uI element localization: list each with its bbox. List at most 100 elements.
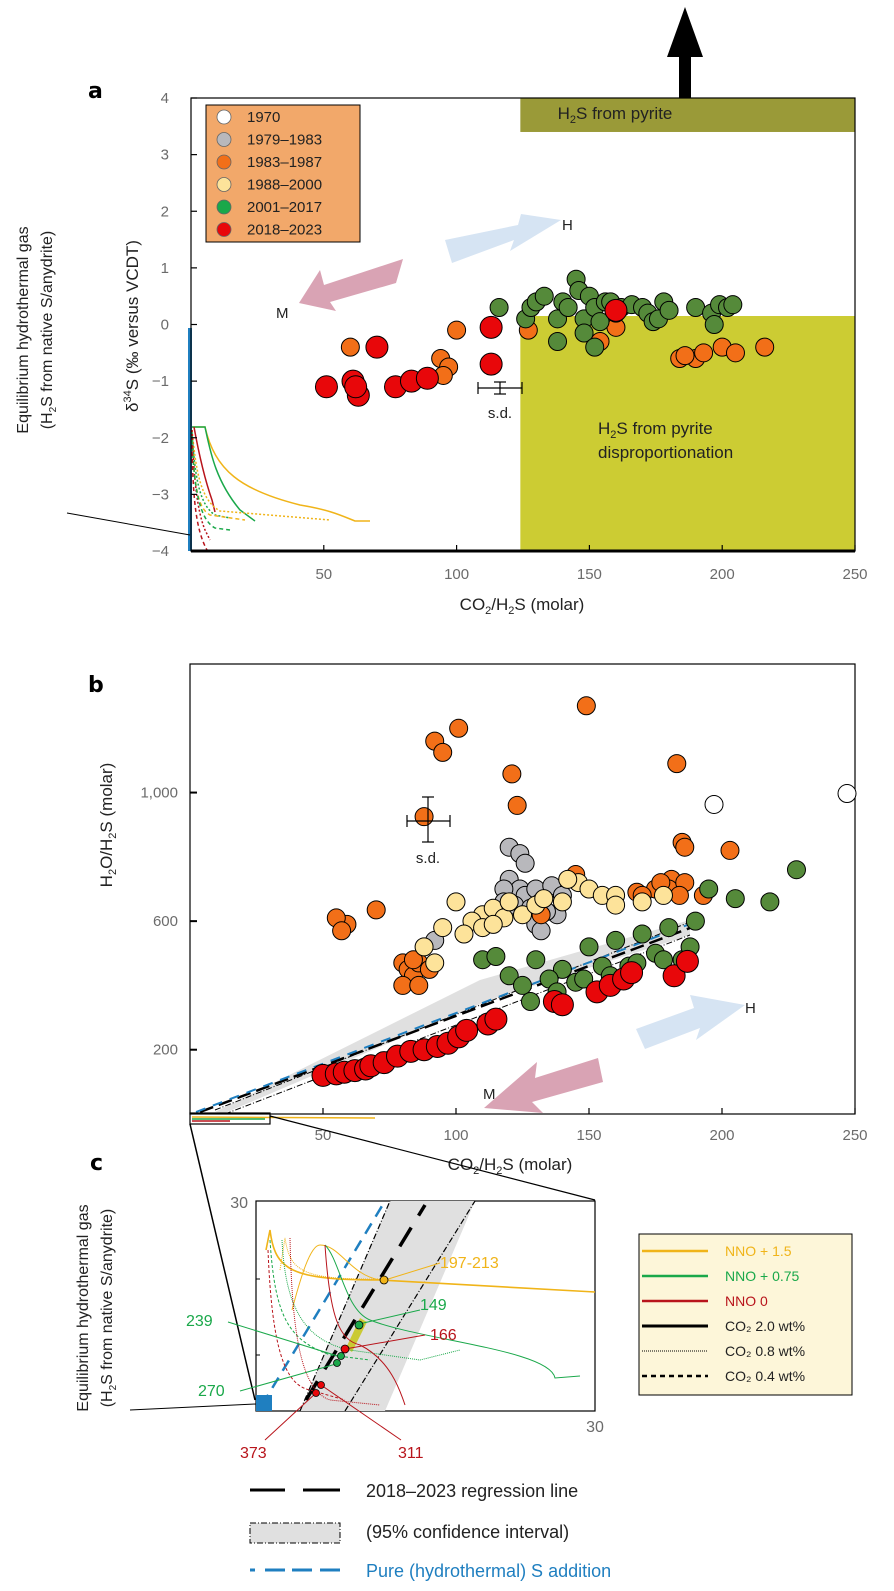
point-2018–2023 <box>675 949 699 973</box>
point-1988–2000 <box>632 892 652 912</box>
panel-c-xtick-30: 30 <box>586 1419 604 1436</box>
point-1988–2000 <box>499 892 519 912</box>
point-1988–2000 <box>483 914 503 934</box>
ytick-label: −1 <box>152 373 169 390</box>
point-1983–1987 <box>507 795 527 815</box>
model-curves-c <box>265 1229 596 1406</box>
legend-c-label: CO₂ 0.4 wt% <box>725 1368 805 1384</box>
point-2001–2017 <box>686 298 706 318</box>
point-2001–2017 <box>585 337 605 357</box>
point-1983–1987 <box>576 696 596 716</box>
panel-a: a H2S from pyrite H2S from pyrite dispro… <box>15 79 868 617</box>
legend-marker <box>216 222 232 237</box>
point-1988–2000 <box>653 885 673 905</box>
annotations-c <box>227 1262 441 1441</box>
ytick-label: 2 <box>161 203 169 220</box>
sd-error-bar-b <box>406 796 451 843</box>
ytick-label: −4 <box>152 543 169 560</box>
point-1983–1987 <box>667 754 687 774</box>
bottom-legend-pure-s: Pure (hydrothermal) S addition <box>366 1561 611 1581</box>
annotation-270: 270 <box>198 1383 225 1400</box>
arrow-m-icon <box>299 259 403 311</box>
ytick-label: 4 <box>161 90 169 107</box>
point-1983–1987 <box>694 343 714 363</box>
annotation-197-213: 197-213 <box>440 1255 499 1272</box>
point-2001–2017 <box>574 969 594 989</box>
ytick-label: 1,000 <box>140 785 178 802</box>
legend-label: 2001–2017 <box>247 199 322 216</box>
equilibrium-label-a-2: (H2S from native S/anydrite) <box>39 231 59 430</box>
annotation-311: 311 <box>398 1445 424 1462</box>
point-2018–2023 <box>365 335 389 359</box>
point-1983–1987 <box>755 337 775 357</box>
xtick-label: 150 <box>576 1127 601 1144</box>
point-1983–1987 <box>393 975 413 995</box>
point-2001–2017 <box>653 950 673 970</box>
arrow-m-b-label: M <box>483 1086 496 1103</box>
panel-b-xlabel: CO2/H2S (molar) <box>448 1155 573 1177</box>
point-1983–1987 <box>447 320 467 340</box>
point-2001–2017 <box>558 298 578 318</box>
sd-label-b: s.d. <box>416 850 440 867</box>
panel-b-ylabel-text: H2O/H2S (molar) <box>97 763 119 888</box>
equilibrium-label-c-2: (H2S from native S/anydrite) <box>99 1209 119 1408</box>
panel-c-ytick-30: 30 <box>230 1195 248 1212</box>
point-1988–2000 <box>606 895 626 915</box>
point-2001–2017 <box>534 286 554 306</box>
point-2001–2017 <box>548 331 568 351</box>
xtick-label: 150 <box>577 566 602 583</box>
point-1983–1987 <box>502 764 522 784</box>
legend-marker <box>216 109 232 125</box>
legend-c-label: CO₂ 0.8 wt% <box>725 1343 805 1359</box>
point-2001–2017 <box>486 947 506 966</box>
legend-label: 1979–1983 <box>247 132 322 149</box>
point-1988–2000 <box>414 937 434 957</box>
point-2001–2017 <box>685 911 705 931</box>
ytick-label: 1 <box>161 260 169 277</box>
point-2001–2017 <box>632 924 652 944</box>
pyrite-region-label: H2S from pyrite <box>558 104 673 126</box>
equilibrium-gas-marker <box>256 1395 272 1411</box>
xtick-label: 250 <box>842 566 867 583</box>
point-2001–2017 <box>725 889 745 909</box>
point-2001–2017 <box>606 930 626 950</box>
point-2001–2017 <box>659 918 679 938</box>
point-1988–2000 <box>534 889 554 909</box>
point-1983–1987 <box>669 885 689 905</box>
legend-marker <box>216 177 232 192</box>
point-2018–2023 <box>314 375 338 399</box>
point-1983–1987 <box>675 837 695 857</box>
legend-c-label: NNO 0 <box>725 1293 768 1309</box>
disproportionation-region-label: H2S from pyrite <box>598 419 713 441</box>
point-2018–2023 <box>620 961 644 985</box>
point-2001–2017 <box>513 975 532 995</box>
annotation-373: 373 <box>240 1445 267 1462</box>
equilibrium-pointer-c <box>129 1403 257 1411</box>
point-2018–2023 <box>479 352 503 376</box>
xtick-label: 100 <box>443 1127 468 1144</box>
panel-a-label: a <box>88 79 103 104</box>
point-1983–1987 <box>409 975 429 995</box>
legend-label: 1988–2000 <box>247 177 322 194</box>
legend-marker <box>216 154 232 170</box>
point-1983–1987 <box>449 718 469 738</box>
arrow-m-label: M <box>276 305 289 322</box>
bottom-legend: 2018–2023 regression line (95% confidenc… <box>249 1481 611 1581</box>
point-1983–1987 <box>720 840 740 860</box>
xtick-label: 50 <box>315 566 332 583</box>
point-1983–1987 <box>340 337 360 357</box>
point-2001–2017 <box>574 323 594 343</box>
ytick-label: −3 <box>152 486 169 503</box>
arrow-m-b-icon <box>484 1058 603 1113</box>
ytick-label: 3 <box>161 147 169 164</box>
panel-c: c 30 30 <box>75 1151 853 1581</box>
legend-label: 2018–2023 <box>247 222 322 239</box>
point-2001–2017 <box>526 950 546 970</box>
model-curves-b <box>191 1116 376 1122</box>
legend-c-label: NNO + 0.75 <box>725 1268 800 1284</box>
model-curves-a <box>191 426 370 551</box>
point-1983–1987 <box>725 343 745 363</box>
point-1983–1987 <box>433 742 453 762</box>
ytick-label: 600 <box>153 913 178 930</box>
point-1983–1987 <box>414 807 434 827</box>
